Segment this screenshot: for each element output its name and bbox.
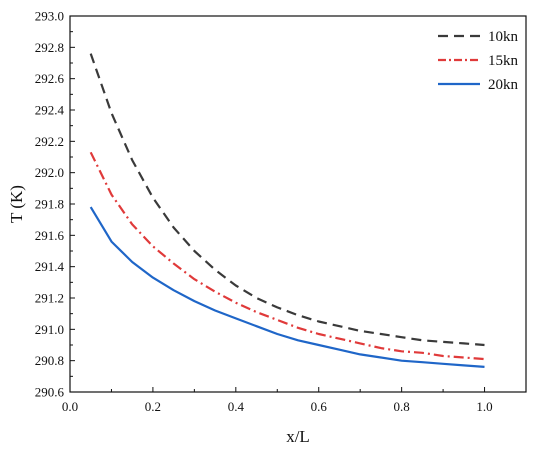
y-tick-label: 292.8 [35,40,64,55]
y-tick-label: 292.6 [35,71,65,86]
y-tick-label: 291.4 [35,259,65,274]
x-tick-label: 0.2 [145,399,161,414]
y-tick-label: 290.8 [35,353,64,368]
y-tick-label: 292.4 [35,103,65,118]
series-layer [89,53,485,368]
x-tick-label: 0.8 [394,399,410,414]
plot-frame [69,15,527,393]
y-tick-label: 292.2 [35,134,64,149]
x-tick-label: 1.0 [476,399,492,414]
series-line-15kn [89,151,485,361]
y-tick-label: 291.0 [35,322,64,337]
x-tick-label: 0.4 [228,399,245,414]
y-tick-label: 292.0 [35,165,64,180]
x-tick-label: 0.0 [62,399,78,414]
y-tick-label: 291.8 [35,197,64,212]
legend: 10kn 15kn 20kn [438,29,519,93]
x-axis-title: x/L [286,427,310,446]
legend-label: 20kn [488,77,519,93]
y-axis-ticks: 290.6 290.8 291.0 291.2 291.4 291.6 291.8 292.0… [35,9,75,400]
x-tick-label: 0.6 [311,399,328,414]
y-tick-label: 293.0 [35,9,64,24]
series-line-20kn [89,206,485,368]
legend-label: 15kn [488,53,519,69]
legend-label: 10kn [488,29,519,45]
y-tick-label: 291.2 [35,291,64,306]
x-axis-ticks: 0.0 0.2 0.4 0.6 0.8 1.0 [62,387,493,414]
y-axis-title: T (K) [7,185,26,223]
y-tick-label: 290.6 [35,385,65,400]
series-line-10kn [89,53,485,347]
y-tick-label: 291.6 [35,228,65,243]
